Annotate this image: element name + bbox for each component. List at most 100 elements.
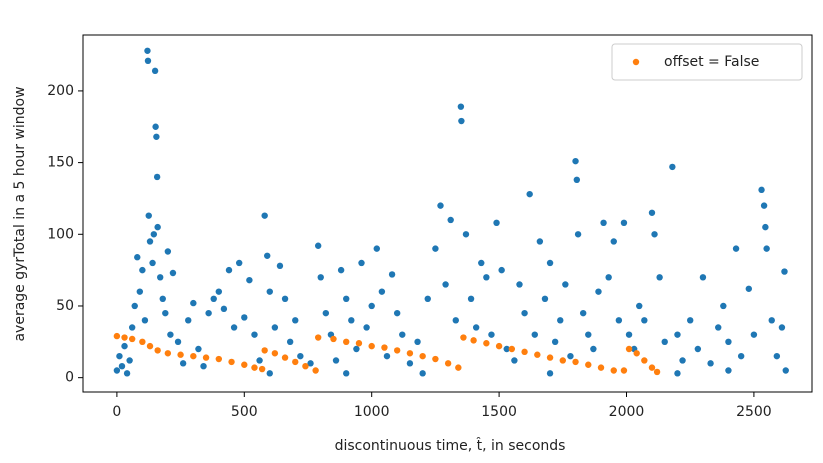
point bbox=[590, 345, 597, 353]
point bbox=[154, 347, 161, 354]
point bbox=[393, 347, 401, 354]
point bbox=[462, 231, 470, 238]
point bbox=[669, 163, 676, 171]
point bbox=[167, 331, 174, 338]
point bbox=[317, 274, 324, 281]
point bbox=[498, 266, 505, 274]
y-tick-label: 100 bbox=[47, 226, 74, 242]
point bbox=[139, 266, 146, 274]
legend-box bbox=[611, 43, 803, 81]
point bbox=[225, 266, 233, 274]
point bbox=[152, 123, 159, 130]
point bbox=[162, 309, 169, 317]
point bbox=[720, 302, 727, 310]
point bbox=[383, 352, 391, 360]
point bbox=[195, 345, 202, 353]
point bbox=[648, 364, 656, 371]
point bbox=[190, 352, 197, 360]
point bbox=[546, 370, 554, 377]
point bbox=[399, 331, 406, 338]
point bbox=[585, 361, 592, 368]
point bbox=[314, 242, 322, 249]
point bbox=[215, 355, 223, 363]
point bbox=[406, 350, 414, 357]
x-tick-label: 2500 bbox=[736, 404, 772, 420]
point bbox=[737, 352, 745, 360]
point bbox=[177, 351, 184, 358]
point bbox=[281, 295, 289, 303]
point bbox=[343, 370, 350, 377]
y-tick-label: 50 bbox=[56, 298, 74, 314]
x-tick-label: 1000 bbox=[354, 404, 390, 420]
point bbox=[782, 367, 789, 374]
point bbox=[516, 281, 523, 288]
point bbox=[241, 361, 248, 368]
point bbox=[205, 309, 212, 317]
point bbox=[149, 259, 156, 267]
point bbox=[625, 345, 633, 353]
point bbox=[118, 362, 126, 370]
point bbox=[141, 317, 149, 324]
point bbox=[164, 350, 172, 357]
point bbox=[597, 364, 605, 371]
point bbox=[169, 269, 177, 277]
point bbox=[620, 219, 628, 227]
point bbox=[145, 212, 152, 219]
point bbox=[511, 357, 518, 364]
point bbox=[472, 324, 480, 331]
x-tick-label: 0 bbox=[112, 404, 121, 420]
point bbox=[636, 302, 643, 310]
point bbox=[144, 47, 151, 54]
point bbox=[271, 324, 279, 331]
point bbox=[116, 352, 123, 360]
point bbox=[251, 331, 258, 338]
point bbox=[414, 338, 421, 346]
point bbox=[745, 285, 753, 292]
point bbox=[763, 245, 770, 252]
point bbox=[256, 357, 263, 364]
point bbox=[694, 345, 702, 353]
point bbox=[579, 309, 587, 317]
point bbox=[286, 338, 294, 346]
point bbox=[653, 368, 661, 376]
point bbox=[585, 331, 592, 338]
point bbox=[778, 324, 786, 331]
point bbox=[559, 357, 566, 364]
point bbox=[768, 317, 775, 324]
point bbox=[467, 295, 475, 303]
point bbox=[419, 370, 426, 377]
point bbox=[437, 202, 444, 209]
point bbox=[455, 364, 462, 371]
point bbox=[595, 288, 602, 295]
point bbox=[261, 347, 268, 354]
point bbox=[307, 360, 314, 367]
point bbox=[368, 302, 375, 310]
point bbox=[732, 245, 740, 252]
point bbox=[128, 324, 136, 331]
point bbox=[251, 364, 258, 371]
point bbox=[241, 314, 248, 321]
point bbox=[153, 133, 160, 140]
point bbox=[495, 342, 503, 350]
point bbox=[541, 295, 549, 303]
point bbox=[531, 331, 538, 338]
point bbox=[154, 223, 161, 231]
point bbox=[136, 288, 144, 295]
point bbox=[503, 345, 510, 353]
point bbox=[332, 357, 340, 364]
point bbox=[302, 362, 309, 370]
point bbox=[442, 281, 449, 288]
point bbox=[674, 370, 681, 377]
point bbox=[131, 302, 138, 310]
point bbox=[573, 176, 581, 184]
point bbox=[230, 324, 238, 331]
point bbox=[424, 295, 431, 303]
point bbox=[185, 317, 192, 324]
point bbox=[610, 238, 617, 245]
point bbox=[483, 340, 490, 347]
point bbox=[210, 295, 217, 303]
point bbox=[452, 317, 459, 324]
point bbox=[674, 331, 681, 338]
legend-label: offset = False bbox=[664, 54, 759, 70]
